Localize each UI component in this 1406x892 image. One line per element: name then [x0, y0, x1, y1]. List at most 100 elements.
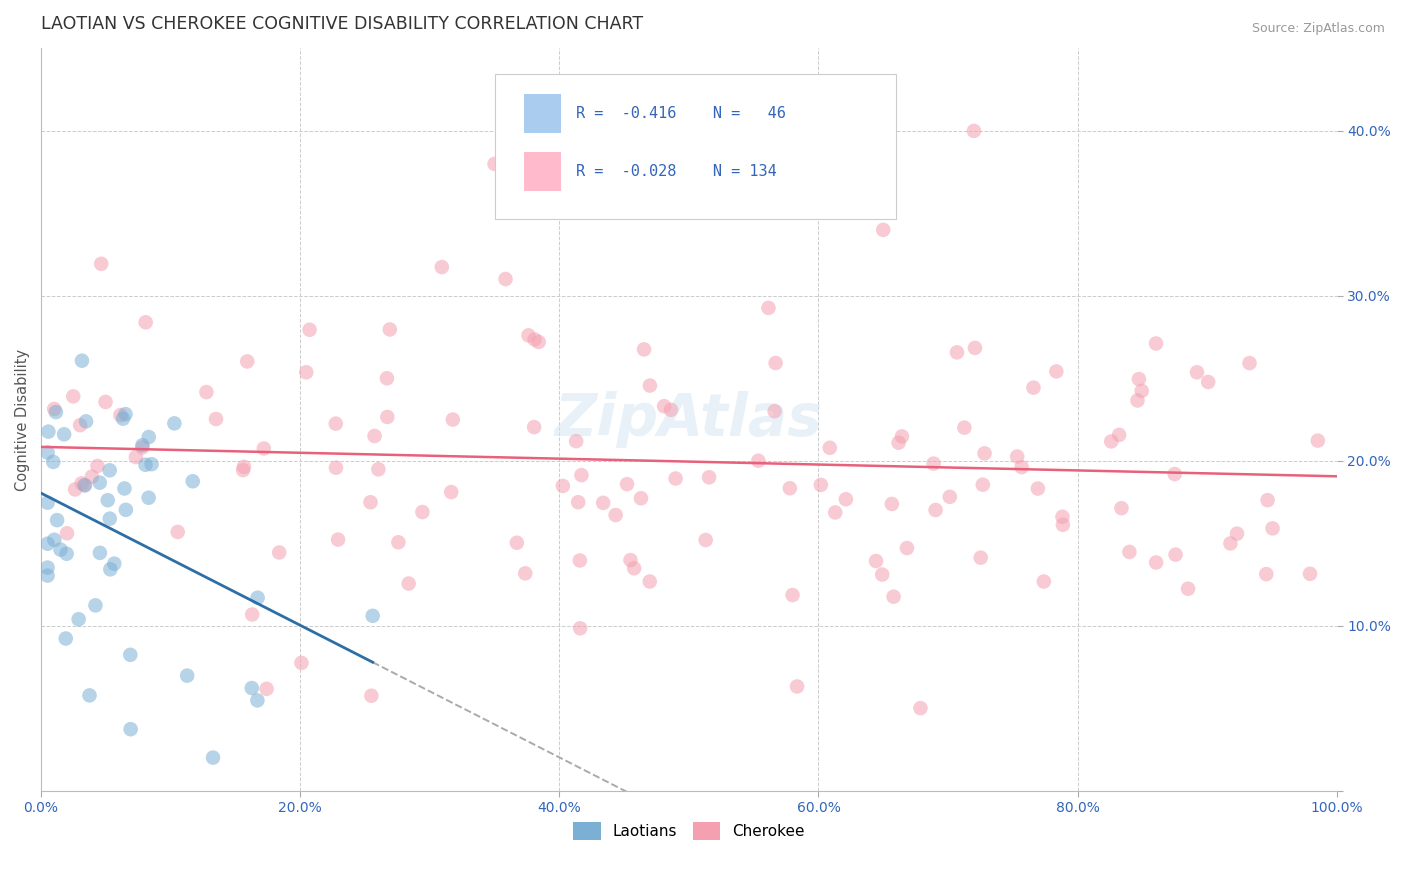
Point	[1026, 482, 1049, 496]
Point	[398, 576, 420, 591]
Point	[970, 550, 993, 565]
Point	[1032, 574, 1054, 589]
Point	[55, 547, 77, 561]
Point	[37, 496, 59, 510]
Point	[1299, 566, 1322, 581]
Point	[1111, 501, 1133, 516]
Point	[134, 458, 156, 472]
Point	[290, 656, 312, 670]
Point	[697, 470, 720, 484]
Point	[120, 648, 142, 662]
Point	[138, 491, 160, 505]
Point	[375, 371, 398, 385]
Point	[880, 497, 903, 511]
Point	[70, 476, 93, 491]
Point	[111, 411, 134, 425]
Point	[176, 668, 198, 682]
Point	[166, 524, 188, 539]
Point	[97, 493, 120, 508]
Point	[378, 322, 401, 336]
Point	[253, 442, 276, 456]
Point	[571, 468, 593, 483]
Point	[1197, 375, 1219, 389]
Point	[98, 562, 121, 576]
Point	[616, 477, 638, 491]
Point	[131, 438, 153, 452]
Y-axis label: Cognitive Disability: Cognitive Disability	[15, 349, 30, 491]
Point	[1144, 556, 1167, 570]
Point	[233, 459, 256, 474]
Point	[295, 365, 318, 379]
Point	[1011, 460, 1033, 475]
Point	[42, 455, 65, 469]
Point	[205, 412, 228, 426]
Point	[779, 481, 801, 495]
Point	[440, 485, 463, 500]
Point	[387, 535, 409, 549]
Point	[131, 441, 153, 455]
Legend: Laotians, Cherokee: Laotians, Cherokee	[567, 816, 811, 846]
Point	[44, 401, 66, 416]
Point	[46, 513, 69, 527]
Text: R =  -0.416    N =   46: R = -0.416 N = 46	[576, 106, 786, 121]
Point	[89, 546, 111, 560]
Point	[115, 503, 138, 517]
Point	[441, 412, 464, 426]
Point	[1144, 336, 1167, 351]
Point	[1130, 384, 1153, 398]
Point	[125, 450, 148, 464]
Point	[120, 722, 142, 736]
Text: R =  -0.028    N = 134: R = -0.028 N = 134	[576, 164, 778, 179]
Point	[1177, 582, 1199, 596]
Bar	[524, 153, 561, 191]
Point	[360, 495, 382, 509]
Point	[872, 223, 894, 237]
Point	[202, 750, 225, 764]
Point	[782, 588, 804, 602]
Point	[367, 462, 389, 476]
Point	[946, 345, 969, 359]
Point	[103, 557, 125, 571]
Point	[484, 157, 506, 171]
Point	[246, 693, 269, 707]
Point	[523, 333, 546, 347]
Point	[1108, 428, 1130, 442]
Point	[527, 334, 550, 349]
Point	[298, 323, 321, 337]
Point	[818, 441, 841, 455]
Point	[37, 445, 59, 459]
Point	[375, 409, 398, 424]
Point	[517, 328, 540, 343]
Point	[924, 503, 946, 517]
Point	[569, 621, 592, 635]
Point	[236, 354, 259, 368]
Point	[1226, 526, 1249, 541]
Point	[1099, 434, 1122, 449]
Point	[62, 389, 84, 403]
Point	[551, 479, 574, 493]
Point	[910, 701, 932, 715]
Point	[84, 599, 107, 613]
Point	[568, 553, 591, 567]
Point	[232, 463, 254, 477]
Point	[506, 535, 529, 549]
Point	[973, 446, 995, 460]
Point	[37, 568, 59, 582]
Point	[963, 341, 986, 355]
Point	[80, 469, 103, 483]
Point	[896, 541, 918, 555]
Point	[53, 427, 76, 442]
Point	[163, 417, 186, 431]
Point	[363, 429, 385, 443]
Point	[567, 495, 589, 509]
Point	[256, 681, 278, 696]
Point	[870, 567, 893, 582]
Point	[63, 483, 86, 497]
Point	[1257, 493, 1279, 508]
Point	[114, 482, 136, 496]
Point	[141, 457, 163, 471]
Point	[605, 508, 627, 522]
Point	[939, 490, 962, 504]
Point	[824, 505, 846, 519]
Point	[1306, 434, 1329, 448]
